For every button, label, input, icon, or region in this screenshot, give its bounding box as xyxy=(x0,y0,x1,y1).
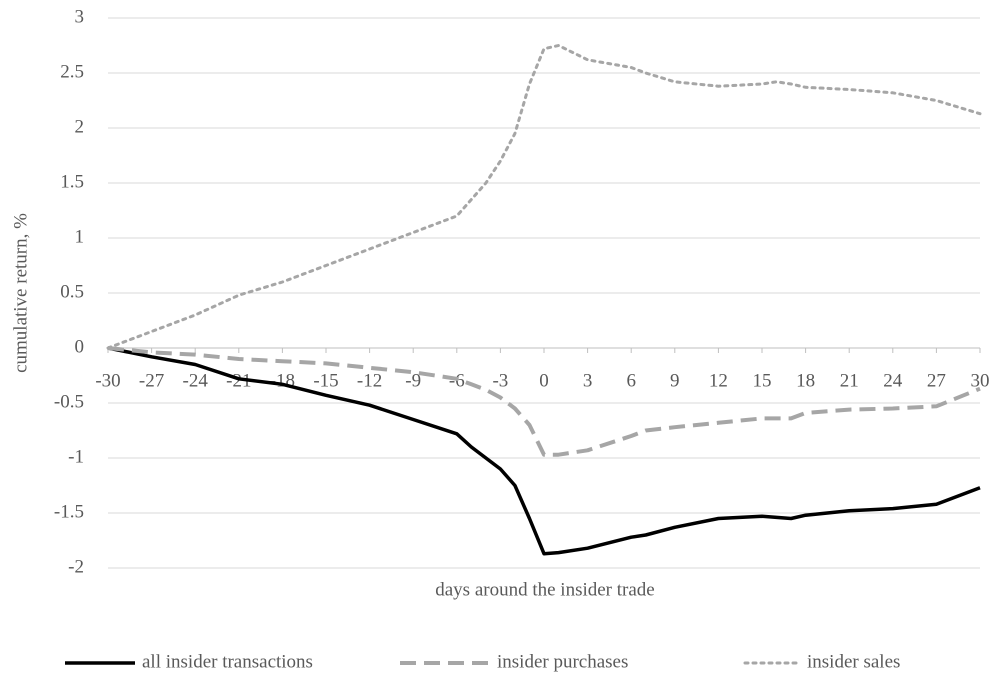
legend-label: insider sales xyxy=(807,651,900,672)
y-tick-label: 2 xyxy=(75,116,85,137)
x-tick-label: -30 xyxy=(95,370,120,391)
series-line xyxy=(106,44,982,350)
legend-label: insider purchases xyxy=(497,651,628,672)
x-tick-label: 0 xyxy=(539,370,549,391)
x-tick-label: 21 xyxy=(840,370,859,391)
y-tick-label: 0.5 xyxy=(60,281,84,302)
y-tick-label: -1 xyxy=(68,446,84,467)
y-axis-title: cumulative return, % xyxy=(10,213,31,373)
y-tick-label: 1 xyxy=(75,226,85,247)
x-tick-label: 30 xyxy=(971,370,990,391)
series-line xyxy=(107,346,981,457)
x-tick-label: 9 xyxy=(670,370,680,391)
y-tick-label: -2 xyxy=(68,556,84,577)
x-tick-label: -3 xyxy=(492,370,508,391)
y-tick-label: 2.5 xyxy=(60,61,84,82)
x-tick-label: -9 xyxy=(405,370,421,391)
y-tick-label: 3 xyxy=(75,6,85,27)
x-tick-label: -12 xyxy=(357,370,382,391)
x-tick-label: 24 xyxy=(883,370,903,391)
x-tick-label: 12 xyxy=(709,370,728,391)
x-tick-label: 27 xyxy=(927,370,946,391)
series-line xyxy=(107,346,981,556)
x-tick-label: 15 xyxy=(753,370,772,391)
x-tick-label: -27 xyxy=(139,370,164,391)
x-tick-label: 6 xyxy=(626,370,636,391)
y-tick-label: -0.5 xyxy=(54,391,84,412)
y-tick-label: -1.5 xyxy=(54,501,84,522)
x-axis-title: days around the insider trade xyxy=(435,579,654,600)
y-tick-label: 1.5 xyxy=(60,171,84,192)
y-tick-label: 0 xyxy=(75,336,85,357)
x-tick-label: -24 xyxy=(183,370,209,391)
legend-label: all insider transactions xyxy=(142,651,313,672)
x-tick-label: 3 xyxy=(583,370,593,391)
x-tick-label: -15 xyxy=(313,370,338,391)
x-tick-label: 18 xyxy=(796,370,815,391)
